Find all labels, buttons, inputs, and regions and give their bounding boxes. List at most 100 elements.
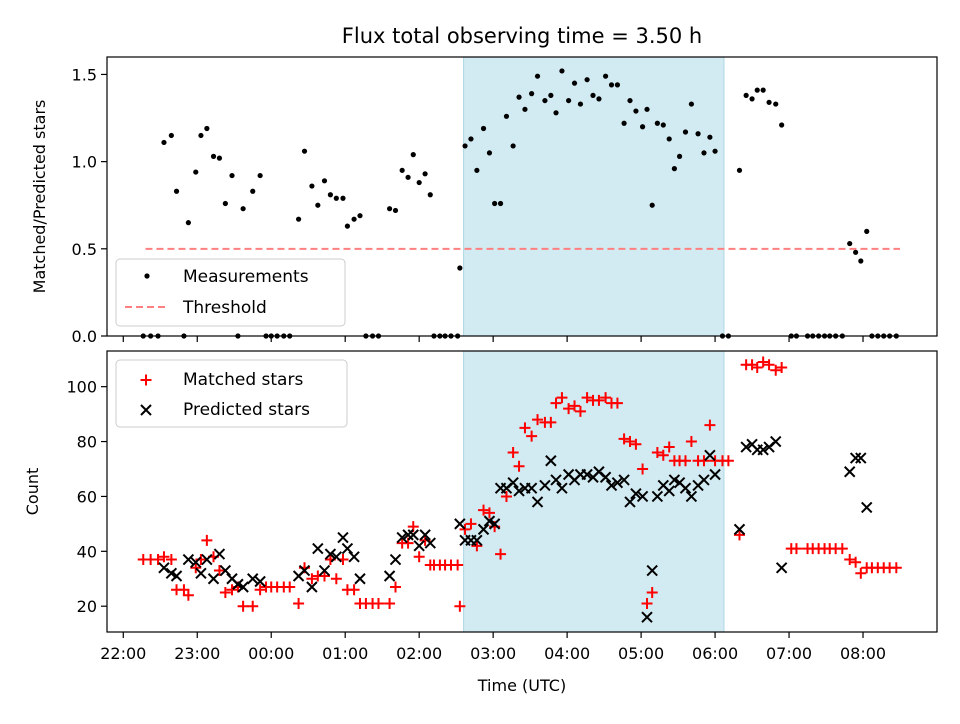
y-tick-label: 100 [66,378,97,397]
data-point [698,455,710,467]
data-point [372,597,384,609]
y-tick-label: 80 [77,433,97,452]
legend-box [115,258,346,327]
data-point [207,573,220,585]
data-point [405,174,411,180]
data-point [695,131,701,137]
data-point [526,430,538,442]
data-point [500,490,512,502]
data-point [685,490,698,503]
data-point [614,82,621,88]
x-tick-label: 07:00 [766,644,812,663]
legend: Matched stars Predicted stars [115,359,348,428]
data-point [222,200,228,207]
data-point [861,501,873,514]
data-point [513,460,525,472]
data-point [254,575,266,588]
data-point [497,200,504,207]
data-point [581,392,593,404]
y-tick-label: 20 [77,597,97,616]
data-point [779,122,785,128]
data-point [226,584,238,596]
data-point [495,548,507,560]
data-point [503,113,510,119]
data-point [357,213,363,219]
data-point [462,143,468,149]
data-point [630,438,642,450]
data-point [722,455,734,467]
data-point [383,570,396,582]
data-point [468,136,474,142]
data-point [743,92,749,98]
data-point [519,422,531,434]
x-axis-label: Time (UTC) [477,676,566,695]
data-point [651,490,664,503]
data-point [608,82,615,88]
data-point [413,540,425,552]
data-point [624,496,636,508]
data-point [531,496,544,508]
legend-label: Matched stars [183,370,303,390]
data-point [709,468,721,481]
data-point [611,477,624,489]
data-point [250,188,256,194]
data-point [757,444,769,456]
x-tick-label: 05:00 [618,644,664,663]
data-point [471,540,483,552]
data-point [477,523,490,536]
data-point [240,206,246,212]
data-point [679,482,692,494]
data-point [757,356,769,368]
data-point [707,134,713,140]
data-point [534,73,541,79]
data-point [770,435,782,448]
data-point [237,600,249,612]
legend-box [115,359,348,428]
y-tick-label: 1.0 [72,153,97,172]
data-point [539,479,551,492]
data-point [646,586,658,598]
data-point [457,265,463,271]
data-point [516,94,522,100]
data-point [340,195,346,201]
x-tick-label: 01:00 [322,644,368,663]
data-point [185,220,191,226]
data-point [410,152,416,158]
data-point [596,96,602,102]
y-tick-label: 60 [77,487,97,506]
data-point [510,143,516,149]
data-point [351,216,357,222]
data-point [853,249,859,255]
data-point [348,551,360,563]
data-point [855,567,867,579]
data-point [341,542,354,555]
data-point [556,482,568,494]
data-point [344,223,351,229]
data-point [698,474,710,486]
data-point [337,531,349,544]
data-point [321,178,328,184]
y-tick-label: 0.0 [72,327,97,346]
data-point [158,562,170,574]
data-point [399,167,405,173]
data-point [733,529,745,541]
data-point [454,518,466,530]
data-point [201,553,213,566]
data-point [298,564,311,577]
data-point [858,258,864,264]
data-point [545,416,557,428]
data-point [688,101,695,107]
data-point [542,97,548,104]
data-point [566,97,572,104]
data-point [488,518,501,530]
data-point [427,192,433,198]
data-point [219,586,231,598]
data-point [754,87,760,93]
x-tick-label: 22:00 [100,644,146,663]
data-point [480,125,487,132]
data-point [593,394,605,406]
data-point [182,589,194,601]
data-point [295,216,302,222]
data-point [474,167,480,173]
data-point [348,584,360,596]
